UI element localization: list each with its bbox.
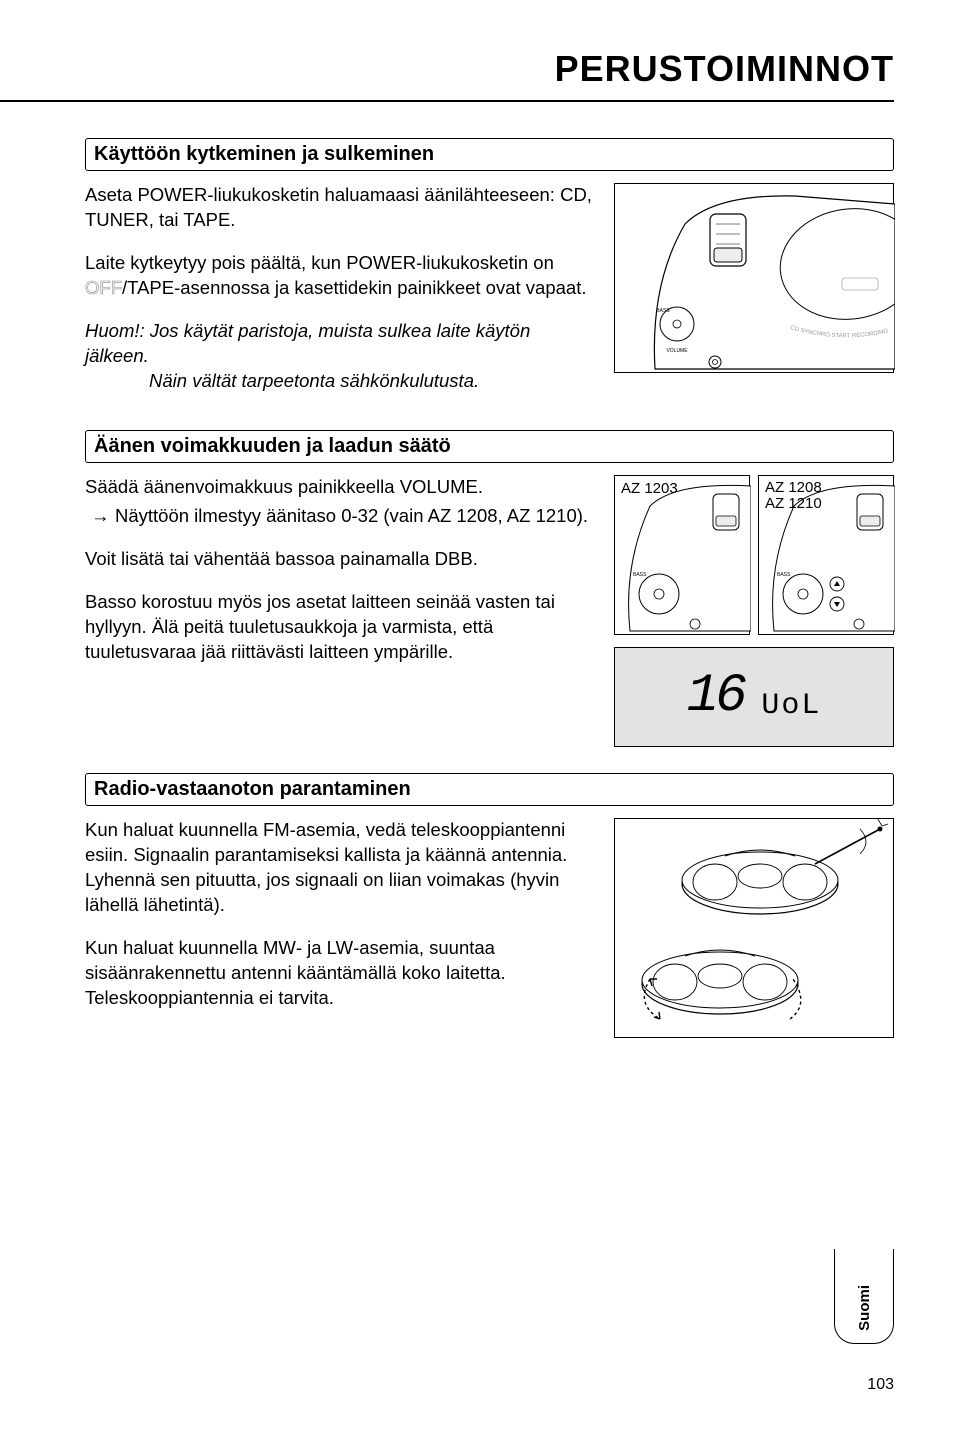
svg-text:BASS: BASS (633, 572, 647, 578)
s2-p1: Säädä äänenvoimakkuus painikkeella VOLUM… (85, 475, 596, 500)
section2-text: Säädä äänenvoimakkuus painikkeella VOLUM… (85, 475, 596, 747)
s1-p1: Aseta POWER-liukukosketin haluamaasi ään… (85, 183, 596, 233)
language-tab-label: Suomi (856, 1285, 873, 1331)
svg-text:VOLUME: VOLUME (666, 348, 688, 354)
lcd-label: UoL (761, 689, 821, 723)
s1-note1: Huom!: Jos käytät paristoja, muista sulk… (85, 319, 596, 369)
language-tab: Suomi (834, 1249, 894, 1344)
page-title: PERUSTOIMINNOT (555, 48, 894, 90)
s2-p3: Basso korostuu myös jos asetat laitteen … (85, 590, 596, 665)
figure-antenna (614, 818, 894, 1038)
figure-power: BASS VOLUME CD SYNCHRO START RECORDING (614, 183, 894, 373)
section2-head: Äänen voimakkuuden ja laadun säätö (85, 430, 894, 463)
s3-p2: Kun haluat kuunnella MW- ja LW-asemia, s… (85, 936, 596, 1011)
s2-p2: Voit lisätä tai vähentää bassoa painamal… (85, 547, 596, 572)
s1-note2: Näin vältät tarpeetonta sähkönkulutusta. (85, 369, 596, 394)
svg-text:BASS: BASS (656, 308, 670, 314)
section3-text: Kun haluat kuunnella FM-asemia, vedä tel… (85, 818, 596, 1038)
title-rule (0, 100, 894, 102)
label-az1208: AZ 1208 (765, 479, 822, 496)
page-number: 103 (867, 1376, 894, 1394)
off-outline: OFF (85, 277, 122, 298)
lcd-value: 16 (687, 666, 744, 727)
svg-text:BASS: BASS (777, 572, 791, 578)
label-az1203: AZ 1203 (621, 480, 678, 497)
label-az1210: AZ 1210 (765, 495, 822, 512)
figure-az1208: AZ 1208 AZ 1210 (758, 475, 894, 635)
lcd-display: 16 UoL (614, 647, 894, 747)
section3-head: Radio-vastaanoton parantaminen (85, 773, 894, 806)
s3-p1: Kun haluat kuunnella FM-asemia, vedä tel… (85, 818, 596, 918)
section1-text: Aseta POWER-liukukosketin haluamaasi ään… (85, 183, 596, 412)
section1-head: Käyttöön kytkeminen ja sulkeminen (85, 138, 894, 171)
figure-az1203: AZ 1203 BASS (614, 475, 750, 635)
s2-bullet: Näyttöön ilmestyy äänitaso 0-32 (vain AZ… (85, 504, 596, 529)
s1-p2: Laite kytkeytyy pois päältä, kun POWER-l… (85, 251, 596, 301)
